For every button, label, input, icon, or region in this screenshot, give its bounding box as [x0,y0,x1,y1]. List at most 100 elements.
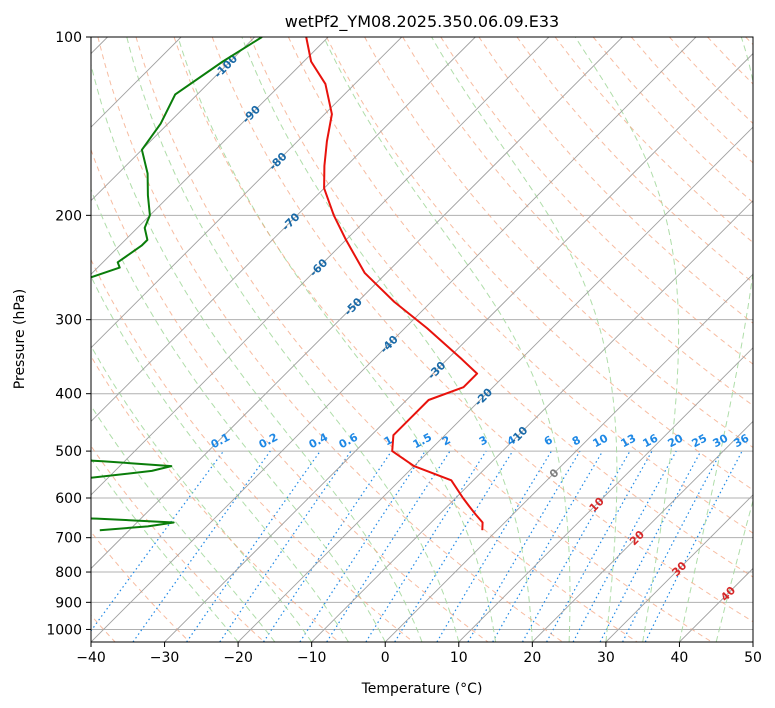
isotherm-line [164,52,753,642]
temperature-profile-line [305,37,484,531]
moist-adiabat-line [91,404,276,642]
isotherm-label: 40 [718,584,738,604]
dry-adiabat-line [402,37,753,407]
y-tick-label: 300 [55,313,82,329]
isotherm-label: -70 [279,210,302,233]
y-tick-label: 700 [55,531,82,547]
isotherm-label: 20 [627,528,647,548]
isotherm-line [91,37,697,642]
dry-adiabat-line [287,37,753,534]
y-tick-label: 200 [55,208,82,224]
y-tick-label: 1000 [46,622,82,638]
x-tick-label: 30 [597,650,615,666]
moist-adiabats [91,37,753,642]
moist-adiabat-line [177,37,497,642]
isotherm-line [91,37,329,275]
mixing-ratio-line [186,450,321,642]
dry-adiabat-line [364,37,753,449]
mixing-ratio-label: 36 [732,431,752,450]
dry-adiabat-line [91,445,265,642]
mixing-ratio-label: 30 [711,431,731,450]
x-tick-label: −20 [223,650,253,666]
mixing-ratio-line [467,450,581,642]
dry-adiabat-line [326,37,753,491]
moist-adiabat-line [678,37,753,642]
isotherms [91,37,753,642]
dry-adiabat-line [97,37,563,642]
plot-area: 0.1 0.2 0.4 0.6 1 1.5 2 3 4 6 8 10 13 16 20 25 30 36-100-… [91,37,753,642]
dry-adiabat-line [91,355,340,642]
isotherm-line [679,567,753,642]
x-axis-label: Temperature (°C) [361,681,483,697]
mixing-ratio-line [91,450,224,632]
y-tick-label: 800 [55,565,82,581]
mixing-ratio-line [572,450,677,642]
mixing-ratio-line [299,450,426,642]
mixing-ratio-label: 25 [690,432,710,451]
mixing-ratio-label: 0.4 [307,430,331,451]
profiles [91,37,484,532]
x-tick-label: 40 [671,650,689,666]
dry-adiabat-line [745,37,753,46]
pressure-gridlines [91,37,753,630]
moist-adiabat-line [91,275,349,642]
mixing-ratio-line [436,450,553,642]
dewpoint-profile-line [91,37,263,532]
moist-adiabat-line [126,37,460,642]
isotherm-label: -90 [240,103,263,126]
y-tick-label: 900 [55,595,82,611]
isotherm-line [237,126,753,642]
isotherm-line [605,494,753,642]
dry-adiabat-line [135,37,638,642]
y-axis-label: Pressure (hPa) [12,289,28,389]
mixing-ratio-label: 10 [591,431,611,450]
isotherm-line [91,37,255,202]
moist-adiabat-line [431,37,618,642]
moist-adiabat-line [715,498,753,642]
moist-adiabat-line [91,62,423,642]
x-tick-label: −30 [150,650,180,666]
dry-adiabat-line [478,37,753,324]
isotherm-line [752,641,753,642]
isotherm-line [311,200,753,642]
moist-adiabat-line [91,458,239,642]
chart-title: wetPf2_YM08.2025.350.06.09.E33 [285,12,559,32]
line-labels: 0.1 0.2 0.4 0.6 1 1.5 2 3 4 6 8 10 13 16 20 25 30 36-100-… [209,52,752,604]
moist-adiabat-line [241,37,533,642]
mixing-ratio-line [394,450,514,642]
mixing-ratio-label: 0.2 [257,431,280,452]
x-tick-label: 10 [450,650,468,666]
x-tick-label: −10 [297,650,327,666]
isotherm-label: 10 [587,494,607,514]
dry-adiabat-line [707,37,753,85]
mixing-ratio-line [132,450,271,642]
x-tick-label: 0 [381,650,390,666]
mixing-ratio-label: 0.1 [209,431,232,452]
mixing-ratio-line [219,450,352,642]
isotherm-line [458,347,753,642]
x-tick-label: 50 [744,650,762,666]
dry-adiabat-line [669,37,753,125]
mixing-ratio-label: 6 [542,433,555,448]
isotherm-line [91,37,476,422]
isotherm-line [91,37,623,570]
isotherm-line [532,420,753,642]
isotherm-label: 30 [669,559,689,579]
x-tick-label: −40 [76,650,106,666]
mixing-ratio-lines [91,450,743,642]
plot-frame [90,36,754,643]
x-tick-label: 20 [523,650,541,666]
moist-adiabat-line [574,37,680,642]
isotherm-label: -50 [342,295,365,318]
dry-adiabat-line [91,531,191,642]
isotherm-line [384,273,753,642]
dry-adiabat-line [516,37,753,284]
mixing-ratio-line [262,450,392,642]
isotherm-line [91,37,550,496]
mixing-ratio-label: 16 [641,431,661,450]
mixing-ratio-line [365,450,487,642]
mixing-ratio-label: 0.6 [337,430,361,451]
moist-adiabat-line [323,37,571,642]
dry-adiabat-line [249,37,753,578]
